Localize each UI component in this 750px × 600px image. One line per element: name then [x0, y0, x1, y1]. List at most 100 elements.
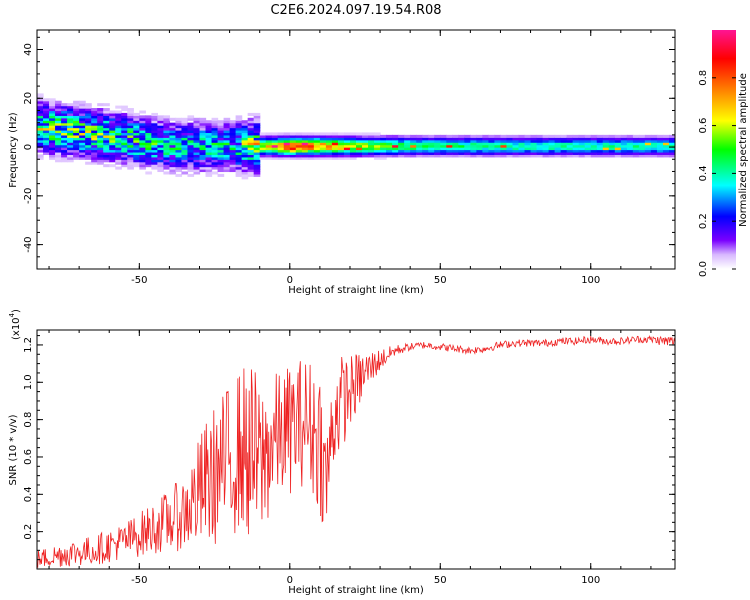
spectrogram-cell [37, 120, 44, 124]
spectrogram-cell [343, 149, 351, 153]
spectrogram-cell [73, 105, 80, 109]
spectrogram-cell [97, 134, 104, 138]
spectrogram-cell [253, 161, 261, 165]
spectrogram-cell [656, 142, 664, 146]
spectrogram-cell [43, 105, 50, 109]
spectrogram-cell [325, 149, 333, 153]
spectrogram-cell [548, 154, 556, 158]
spectrogram-cell [37, 105, 44, 109]
spectrogram-cell [193, 129, 201, 134]
spectrogram-cell [199, 139, 207, 143]
spectrogram-cell [620, 149, 628, 153]
spectrogram-cell [193, 120, 201, 124]
spectrogram-x-axis-label: Height of straight line (km) [288, 285, 424, 296]
spectrogram-cell [482, 134, 490, 138]
spectrogram-cell [91, 151, 98, 155]
spectrogram-cell [73, 103, 80, 107]
spectrogram-cell [488, 154, 496, 158]
spectrogram-cell [512, 142, 520, 146]
spectrogram-cell [476, 154, 483, 158]
spectrogram-cell [325, 147, 333, 151]
spectrogram-cell [121, 142, 128, 146]
spectrogram-cell [139, 134, 146, 138]
spectrogram-cell [368, 142, 375, 146]
spectrogram-cell [103, 151, 110, 155]
spectrogram-cell [127, 117, 134, 121]
spectrogram-cell [193, 159, 201, 163]
spectrogram-frame [36, 29, 676, 270]
spectrogram-cell [620, 147, 628, 151]
spectrogram-cell [79, 132, 86, 136]
spectrogram-cell [103, 117, 110, 121]
spectrogram-cell [566, 142, 574, 146]
spectrogram-cell [145, 127, 152, 131]
spectrogram-cell [452, 154, 459, 158]
spectrogram-cell [199, 147, 207, 151]
spectrogram-cell [205, 147, 213, 151]
spectrogram-cell [97, 161, 104, 165]
spectrogram-cell [392, 144, 399, 148]
spectrogram-cell [536, 134, 544, 138]
spectrogram-cell [67, 103, 74, 107]
spectrogram-cell [61, 159, 68, 163]
spectrogram-cell [211, 171, 219, 175]
spectrogram-cell [133, 139, 140, 143]
spectrogram-cell [199, 169, 207, 173]
spectrogram-cell [506, 134, 514, 138]
spectrogram-cell [458, 139, 465, 143]
spectrogram-cell [638, 149, 646, 153]
spectrogram-cell [271, 147, 279, 151]
snr-frame [36, 329, 676, 570]
spectrogram-cell [127, 110, 134, 114]
spectrogram-cell [61, 110, 68, 114]
spectrogram-cell [79, 151, 86, 155]
spectrogram-cell [536, 149, 544, 153]
spectrogram-cell [494, 134, 502, 138]
spectrogram-cell [560, 144, 568, 148]
spectrogram-cell [241, 166, 249, 170]
spectrogram-cell [205, 139, 213, 143]
spectrogram-cell [608, 147, 616, 151]
spectrogram-cell [343, 142, 351, 146]
spectrogram-cell [73, 137, 80, 141]
spectrogram-cell [253, 151, 261, 155]
spectrogram-cell [103, 159, 110, 163]
spectrogram-cell [37, 129, 44, 134]
spectrogram-cell [43, 117, 50, 121]
spectrogram-cell [416, 147, 423, 151]
spectrogram-cell [416, 144, 423, 148]
spectrogram-cell [488, 139, 496, 143]
spectrogram-cell [163, 134, 171, 138]
spectrogram-cell [566, 149, 574, 153]
spectrogram-cell [217, 144, 225, 148]
spectrogram-cell [223, 161, 231, 165]
snr-y-tick-label: 0.6 [23, 449, 34, 465]
spectrogram-cell [452, 147, 459, 151]
spectrogram-cell [103, 108, 110, 112]
spectrogram-cell [181, 125, 189, 129]
spectrogram-cell [49, 100, 56, 104]
spectrogram-cell [85, 103, 92, 107]
spectrogram-cell [434, 142, 441, 146]
spectrogram-cell [235, 127, 243, 131]
spectrogram-cell [524, 154, 532, 158]
spectrogram-cell [67, 115, 74, 119]
spectrogram-cell [169, 169, 177, 173]
spectrogram-cell [554, 149, 562, 153]
spectrogram-cell [127, 127, 134, 131]
colorbar-tick-label: 0.0 [698, 261, 709, 277]
spectrogram-cell [181, 137, 189, 141]
spectrogram-cell [446, 147, 453, 151]
spectrogram-cell [638, 139, 646, 143]
spectrogram-cell [151, 164, 158, 168]
spectrogram-cell [253, 142, 261, 146]
spectrogram-cell [247, 137, 255, 141]
spectrogram-cell [49, 98, 56, 102]
spectrogram-cell [55, 112, 62, 116]
spectrogram-cell [85, 125, 92, 129]
spectrogram-cell [506, 142, 514, 146]
spectrogram-cell [349, 149, 357, 153]
spectrogram-cell [620, 154, 628, 158]
spectrogram-cell [368, 144, 375, 148]
spectrogram-cell [265, 144, 273, 148]
